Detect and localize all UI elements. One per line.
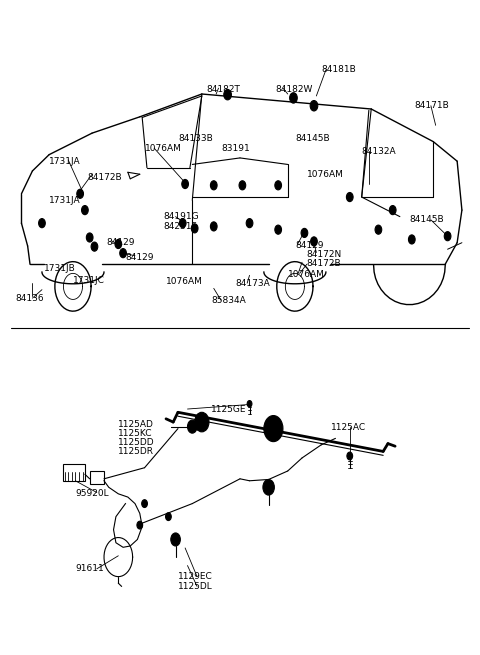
Text: 1125DL: 1125DL (178, 582, 213, 591)
Text: 84171B: 84171B (414, 102, 449, 110)
Circle shape (192, 224, 198, 233)
Text: 1129EC: 1129EC (178, 572, 213, 581)
Text: 1125AC: 1125AC (331, 422, 366, 432)
Circle shape (38, 219, 45, 228)
Circle shape (210, 181, 217, 190)
Text: 1076AM: 1076AM (307, 170, 344, 179)
Circle shape (188, 420, 197, 433)
Text: 1731JA: 1731JA (49, 196, 81, 205)
Circle shape (142, 500, 147, 508)
Circle shape (198, 417, 205, 427)
Text: 84133B: 84133B (178, 134, 213, 143)
Circle shape (171, 533, 180, 546)
Text: 84172B: 84172B (87, 173, 122, 182)
Text: 85834A: 85834A (211, 295, 246, 305)
Text: 84182W: 84182W (276, 85, 313, 94)
Circle shape (311, 237, 317, 246)
Circle shape (444, 232, 451, 241)
Circle shape (77, 189, 84, 198)
Circle shape (301, 229, 308, 238)
Circle shape (166, 513, 171, 521)
Text: 84129: 84129 (125, 253, 154, 261)
Text: 84129: 84129 (107, 238, 135, 247)
Circle shape (182, 179, 189, 189)
FancyBboxPatch shape (90, 471, 104, 484)
Circle shape (86, 233, 93, 242)
Circle shape (347, 452, 353, 460)
Circle shape (408, 235, 415, 244)
Circle shape (91, 242, 98, 251)
Text: 1125DR: 1125DR (118, 447, 154, 456)
Circle shape (275, 181, 281, 190)
FancyBboxPatch shape (63, 464, 85, 481)
Text: 1125AD: 1125AD (118, 420, 154, 428)
Circle shape (247, 401, 252, 407)
Circle shape (137, 521, 143, 529)
Circle shape (275, 225, 281, 234)
Circle shape (239, 181, 246, 190)
Text: 1125DD: 1125DD (118, 438, 155, 447)
Text: 1125KC: 1125KC (118, 428, 153, 438)
Circle shape (173, 536, 178, 543)
Text: 84145B: 84145B (409, 215, 444, 225)
Text: 84172N: 84172N (307, 250, 342, 259)
Circle shape (375, 225, 382, 234)
Text: 95920L: 95920L (75, 489, 109, 498)
Circle shape (195, 412, 209, 432)
Circle shape (266, 483, 272, 491)
Text: 1125GE: 1125GE (211, 405, 247, 413)
Text: 84129: 84129 (295, 242, 324, 250)
Text: 84145B: 84145B (295, 134, 329, 143)
Circle shape (120, 249, 126, 257)
Text: 84132A: 84132A (362, 147, 396, 156)
Circle shape (269, 422, 278, 435)
Circle shape (289, 93, 297, 103)
Circle shape (310, 100, 318, 111)
Text: 91611: 91611 (75, 565, 104, 573)
Text: 1731JC: 1731JC (73, 276, 105, 285)
Text: 1731JB: 1731JB (44, 265, 76, 273)
Text: 1731JA: 1731JA (49, 157, 81, 166)
Circle shape (264, 415, 283, 441)
Text: 1076AM: 1076AM (144, 143, 181, 153)
Text: 1076AM: 1076AM (288, 269, 324, 278)
Circle shape (224, 90, 231, 100)
Circle shape (263, 479, 275, 495)
Text: 1076AM: 1076AM (166, 277, 203, 286)
Circle shape (115, 240, 121, 249)
Text: 84173A: 84173A (235, 279, 270, 288)
Text: 84172B: 84172B (307, 259, 341, 268)
Circle shape (82, 206, 88, 215)
Circle shape (196, 423, 200, 430)
Circle shape (246, 219, 253, 228)
Text: 84182T: 84182T (206, 85, 240, 94)
Circle shape (347, 193, 353, 202)
Circle shape (180, 219, 186, 228)
Text: 84191G: 84191G (164, 212, 199, 221)
Text: 84231F: 84231F (164, 222, 197, 231)
Text: 84136: 84136 (16, 293, 44, 303)
Text: 83191: 83191 (221, 143, 250, 153)
Text: 84181B: 84181B (321, 66, 356, 75)
Circle shape (210, 222, 217, 231)
Circle shape (389, 206, 396, 215)
